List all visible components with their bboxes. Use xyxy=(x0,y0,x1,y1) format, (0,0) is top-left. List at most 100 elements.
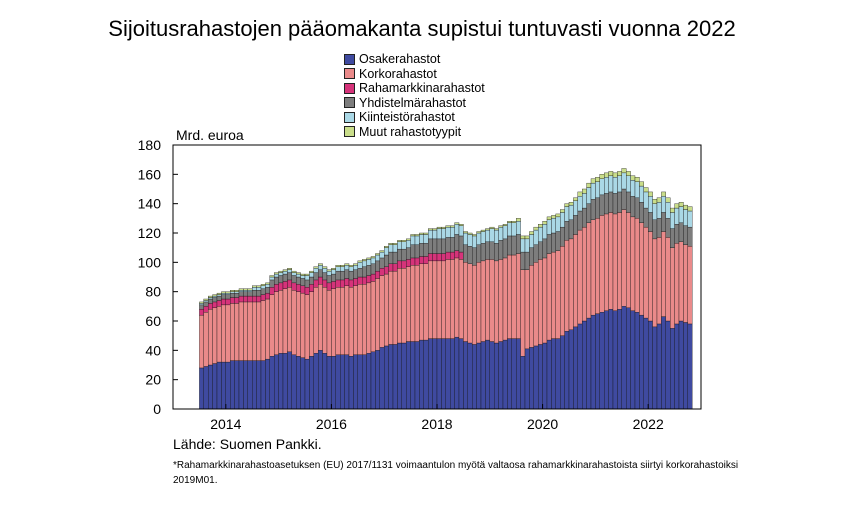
bar-segment xyxy=(322,266,328,269)
bar-segment xyxy=(674,203,680,209)
bar-segment xyxy=(366,275,372,284)
bar-segment xyxy=(406,238,411,241)
bar-segment xyxy=(401,248,407,262)
bar-segment xyxy=(656,237,662,325)
bar-segment xyxy=(357,268,363,278)
bar-segment xyxy=(586,222,592,319)
legend-label: Yhdistelmärahastot xyxy=(359,95,467,110)
bar-segment xyxy=(463,341,468,410)
bar-segment xyxy=(384,254,389,267)
bar-segment xyxy=(401,241,407,250)
bar-segment xyxy=(287,269,292,273)
bar-segment xyxy=(546,216,552,220)
bar-segment xyxy=(423,232,429,235)
y-tick-label: 120 xyxy=(138,225,162,241)
bar-segment xyxy=(687,206,693,212)
bar-segment xyxy=(221,294,226,300)
bar-segment xyxy=(375,278,380,351)
bar-segment xyxy=(331,273,336,282)
bar-segment xyxy=(542,342,548,410)
bar-segment xyxy=(586,182,592,188)
bar-segment xyxy=(529,265,534,348)
bar-segment xyxy=(582,193,587,209)
bar-segment xyxy=(643,226,649,319)
bar-segment xyxy=(678,320,684,410)
x-tick-label: 2018 xyxy=(421,416,452,432)
bar-segment xyxy=(652,203,658,220)
legend-item: Korkorahastot xyxy=(344,67,485,82)
bar-segment xyxy=(467,234,473,247)
bar-segment xyxy=(670,212,675,229)
x-ticks: 2014 2016 2018 2020 2022 xyxy=(210,404,664,432)
bar-segment xyxy=(533,345,539,410)
bar-segment xyxy=(498,259,504,342)
y-tick-label: 100 xyxy=(138,254,162,270)
bar-segment xyxy=(436,253,442,262)
bar-segment xyxy=(234,292,240,298)
bar-segment xyxy=(608,175,614,193)
bar-segment xyxy=(252,287,257,291)
bar-segment xyxy=(648,212,653,232)
bar-segment xyxy=(282,270,288,275)
bar-segment xyxy=(388,270,394,345)
bar-segment xyxy=(203,312,209,367)
bar-segment xyxy=(494,342,499,410)
bar-segment xyxy=(203,298,209,301)
bar-segment xyxy=(608,171,614,176)
bar-segment xyxy=(520,356,526,410)
bar-segment xyxy=(454,222,460,225)
bar-segment xyxy=(269,275,275,278)
bar-segment xyxy=(256,301,262,361)
bar-segment xyxy=(428,338,433,410)
bar-segment xyxy=(313,353,319,410)
bar-segment xyxy=(582,207,587,228)
bar-segment xyxy=(551,338,556,410)
bar-segment xyxy=(489,228,495,242)
bar-segment xyxy=(617,309,622,410)
bar-segment xyxy=(555,250,561,339)
bar-segment xyxy=(225,292,231,295)
bar-segment xyxy=(366,353,372,410)
bar-segment xyxy=(199,309,204,316)
bar-segment xyxy=(353,265,358,270)
bar-segment xyxy=(340,270,345,281)
bar-segment xyxy=(304,275,310,281)
bar-segment xyxy=(243,295,248,303)
bar-segment xyxy=(406,259,411,267)
bar-segment xyxy=(502,257,508,341)
bar-segment xyxy=(458,251,464,260)
bar-segment xyxy=(269,287,275,295)
bar-segment xyxy=(410,234,416,237)
bar-segment xyxy=(445,226,451,238)
bar-segment xyxy=(665,320,671,410)
bar-segment xyxy=(533,226,539,231)
bar-segment xyxy=(656,197,662,203)
bar-segment xyxy=(656,323,662,410)
bar-segment xyxy=(494,260,499,344)
bar-segment xyxy=(318,276,323,285)
bar-segment xyxy=(656,218,662,238)
legend-swatch xyxy=(344,53,355,65)
bar-segment xyxy=(366,259,372,266)
bar-segment xyxy=(260,285,266,289)
bar-segment xyxy=(546,339,552,410)
bar-segment xyxy=(304,358,310,410)
bar-segment xyxy=(384,247,389,256)
bar-segment xyxy=(661,191,666,197)
bar-segment xyxy=(335,287,341,355)
bar-segment xyxy=(260,360,266,410)
bar-segment xyxy=(538,241,543,260)
bar-segment xyxy=(533,244,539,263)
bar-segment xyxy=(516,218,521,222)
bar-segment xyxy=(626,307,631,410)
bar-segment xyxy=(406,240,411,248)
bar-segment xyxy=(375,260,380,272)
bar-segment xyxy=(243,291,248,297)
legend-label: Kiinteistörahastot xyxy=(359,110,455,124)
bar-segment xyxy=(529,231,534,235)
legend-item: Osakerahastot xyxy=(344,52,485,67)
y-tick-label: 160 xyxy=(138,166,162,182)
bar-segment xyxy=(366,257,372,260)
bar-segment xyxy=(476,244,482,263)
x-tick-label: 2022 xyxy=(633,416,664,432)
